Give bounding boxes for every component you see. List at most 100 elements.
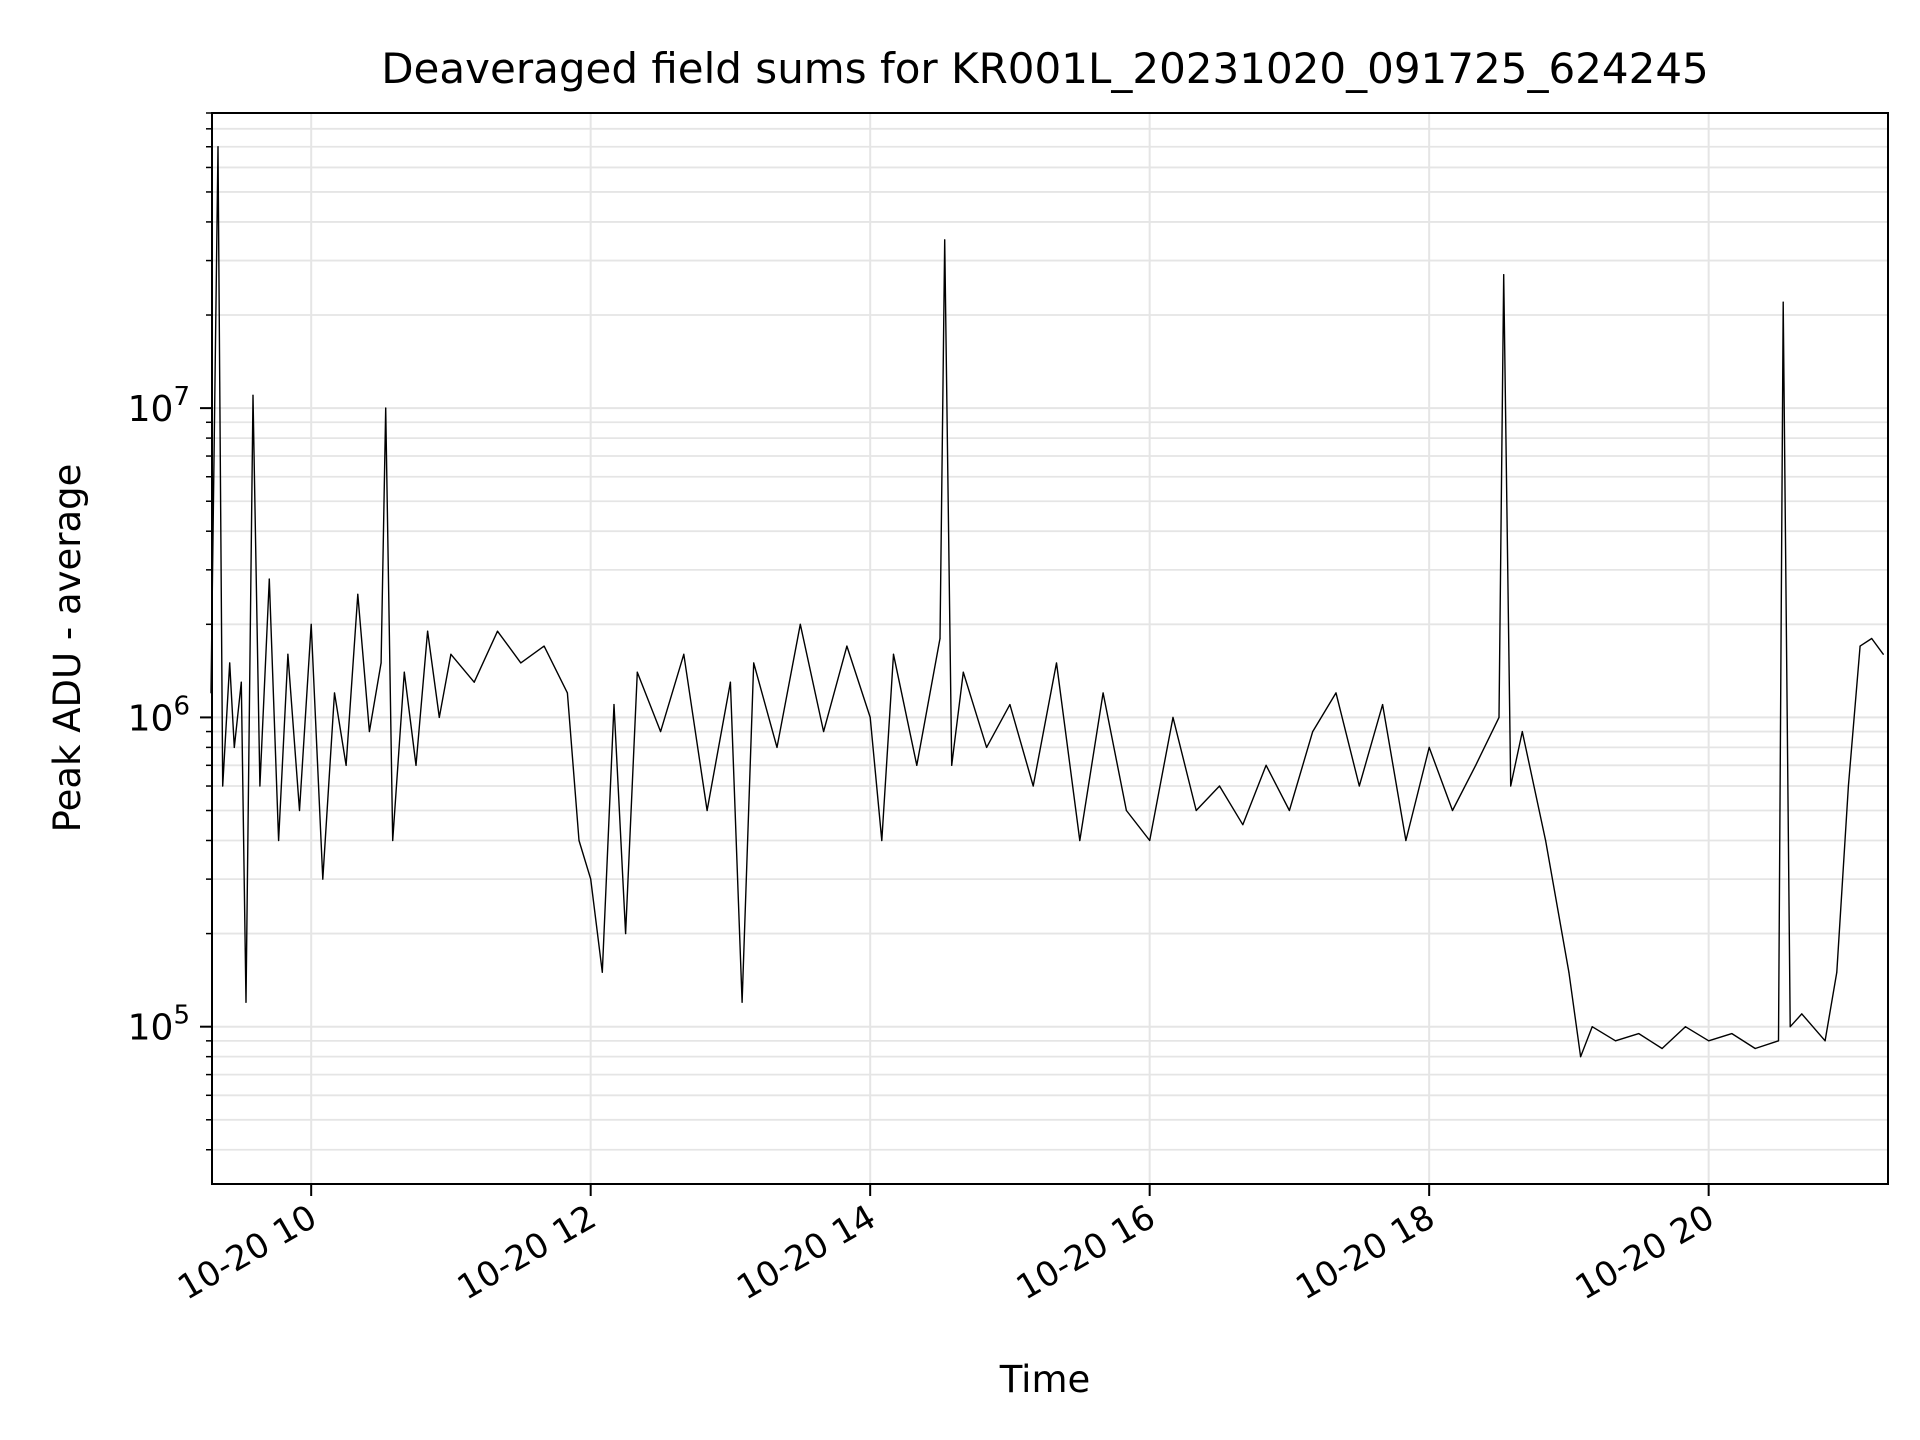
data-point xyxy=(415,764,417,766)
data-point xyxy=(298,809,301,812)
data-point xyxy=(1782,301,1784,303)
data-point xyxy=(333,692,336,694)
data-point xyxy=(1801,1013,1803,1015)
data-point xyxy=(951,764,953,766)
data-point xyxy=(1591,1026,1593,1028)
data-point xyxy=(1789,1026,1791,1028)
data-point xyxy=(1836,971,1838,973)
data-point xyxy=(1614,1040,1617,1042)
y-tick-label-exponent: 7 xyxy=(173,382,190,412)
data-point xyxy=(222,785,224,787)
data-point xyxy=(252,394,254,396)
data-point xyxy=(578,839,580,842)
y-tick-label-base: 10 xyxy=(128,698,174,739)
data-point xyxy=(892,653,895,655)
y-tick-label-exponent: 6 xyxy=(173,691,190,721)
y-tick-label: 107 xyxy=(128,382,190,430)
y-axis-label: Peak ADU - average xyxy=(46,464,89,833)
data-point xyxy=(1288,809,1291,812)
data-point xyxy=(1859,645,1861,647)
data-point xyxy=(496,630,499,632)
data-point xyxy=(601,971,603,973)
data-point xyxy=(1335,692,1337,694)
data-point xyxy=(357,593,359,595)
data-point xyxy=(368,730,371,733)
data-point xyxy=(403,671,405,673)
data-point xyxy=(385,407,387,409)
data-point xyxy=(962,671,964,673)
data-point xyxy=(846,645,848,647)
data-point xyxy=(1195,809,1197,812)
data-point xyxy=(1498,716,1500,719)
axes-frame xyxy=(211,112,1889,1185)
data-point xyxy=(392,839,394,842)
data-point xyxy=(1405,839,1407,842)
data-point xyxy=(1731,1032,1733,1035)
data-point xyxy=(1638,1032,1640,1035)
y-tick-label-base: 10 xyxy=(128,1008,174,1049)
data-point xyxy=(706,809,708,812)
data-point xyxy=(636,671,638,673)
data-point xyxy=(986,746,988,748)
data-point xyxy=(1503,274,1505,276)
data-point xyxy=(245,1001,247,1003)
data-point xyxy=(1381,704,1384,706)
data-point xyxy=(741,1001,743,1003)
y-tick-label: 106 xyxy=(128,691,190,739)
data-point xyxy=(659,730,662,733)
data-point xyxy=(1242,824,1244,826)
data-point xyxy=(380,662,382,664)
data-point xyxy=(1684,1026,1686,1028)
data-point xyxy=(1009,704,1011,706)
data-point xyxy=(776,746,778,748)
data-point xyxy=(450,653,452,655)
data-point xyxy=(1172,716,1174,719)
data-point xyxy=(310,623,312,625)
data-point xyxy=(345,764,347,766)
data-point xyxy=(1521,730,1523,733)
data-point xyxy=(625,932,627,935)
data-point xyxy=(822,730,825,733)
data-point xyxy=(613,704,615,706)
data-point xyxy=(869,716,871,719)
data-point xyxy=(1358,785,1360,787)
data-point xyxy=(1125,809,1127,812)
data-point xyxy=(1579,1056,1582,1058)
data-point xyxy=(322,878,324,880)
data-point xyxy=(683,653,685,655)
data-point xyxy=(1777,1040,1780,1042)
data-point xyxy=(1079,839,1081,842)
data-point xyxy=(259,785,261,787)
data-point xyxy=(944,239,946,241)
data-point xyxy=(1032,785,1034,787)
data-point xyxy=(916,764,918,766)
data-point xyxy=(1824,1040,1826,1042)
data-point xyxy=(753,662,755,664)
data-point xyxy=(1545,839,1547,842)
data-point xyxy=(233,746,235,748)
y-tick-label: 105 xyxy=(128,1001,190,1049)
x-axis-label: Time xyxy=(999,1358,1091,1401)
data-point xyxy=(1754,1047,1756,1050)
data-point xyxy=(566,692,568,694)
y-tick-label-base: 10 xyxy=(128,389,174,430)
data-point xyxy=(1149,839,1151,842)
data-point xyxy=(939,637,941,640)
data-point xyxy=(1218,785,1221,787)
data-point xyxy=(1451,809,1454,812)
data-point xyxy=(240,681,242,683)
data-point xyxy=(1882,653,1884,655)
data-point xyxy=(277,839,280,842)
data-point xyxy=(1708,1040,1710,1042)
chart-title: Deaveraged field sums for KR001L_2023102… xyxy=(381,44,1709,93)
data-point xyxy=(1428,746,1430,748)
y-tick-label-exponent: 5 xyxy=(173,1001,190,1031)
data-point xyxy=(799,623,801,625)
data-layer xyxy=(210,146,1884,1058)
data-point xyxy=(229,662,231,664)
data-point xyxy=(287,653,289,655)
data-point xyxy=(1568,971,1570,973)
data-point xyxy=(217,146,219,148)
